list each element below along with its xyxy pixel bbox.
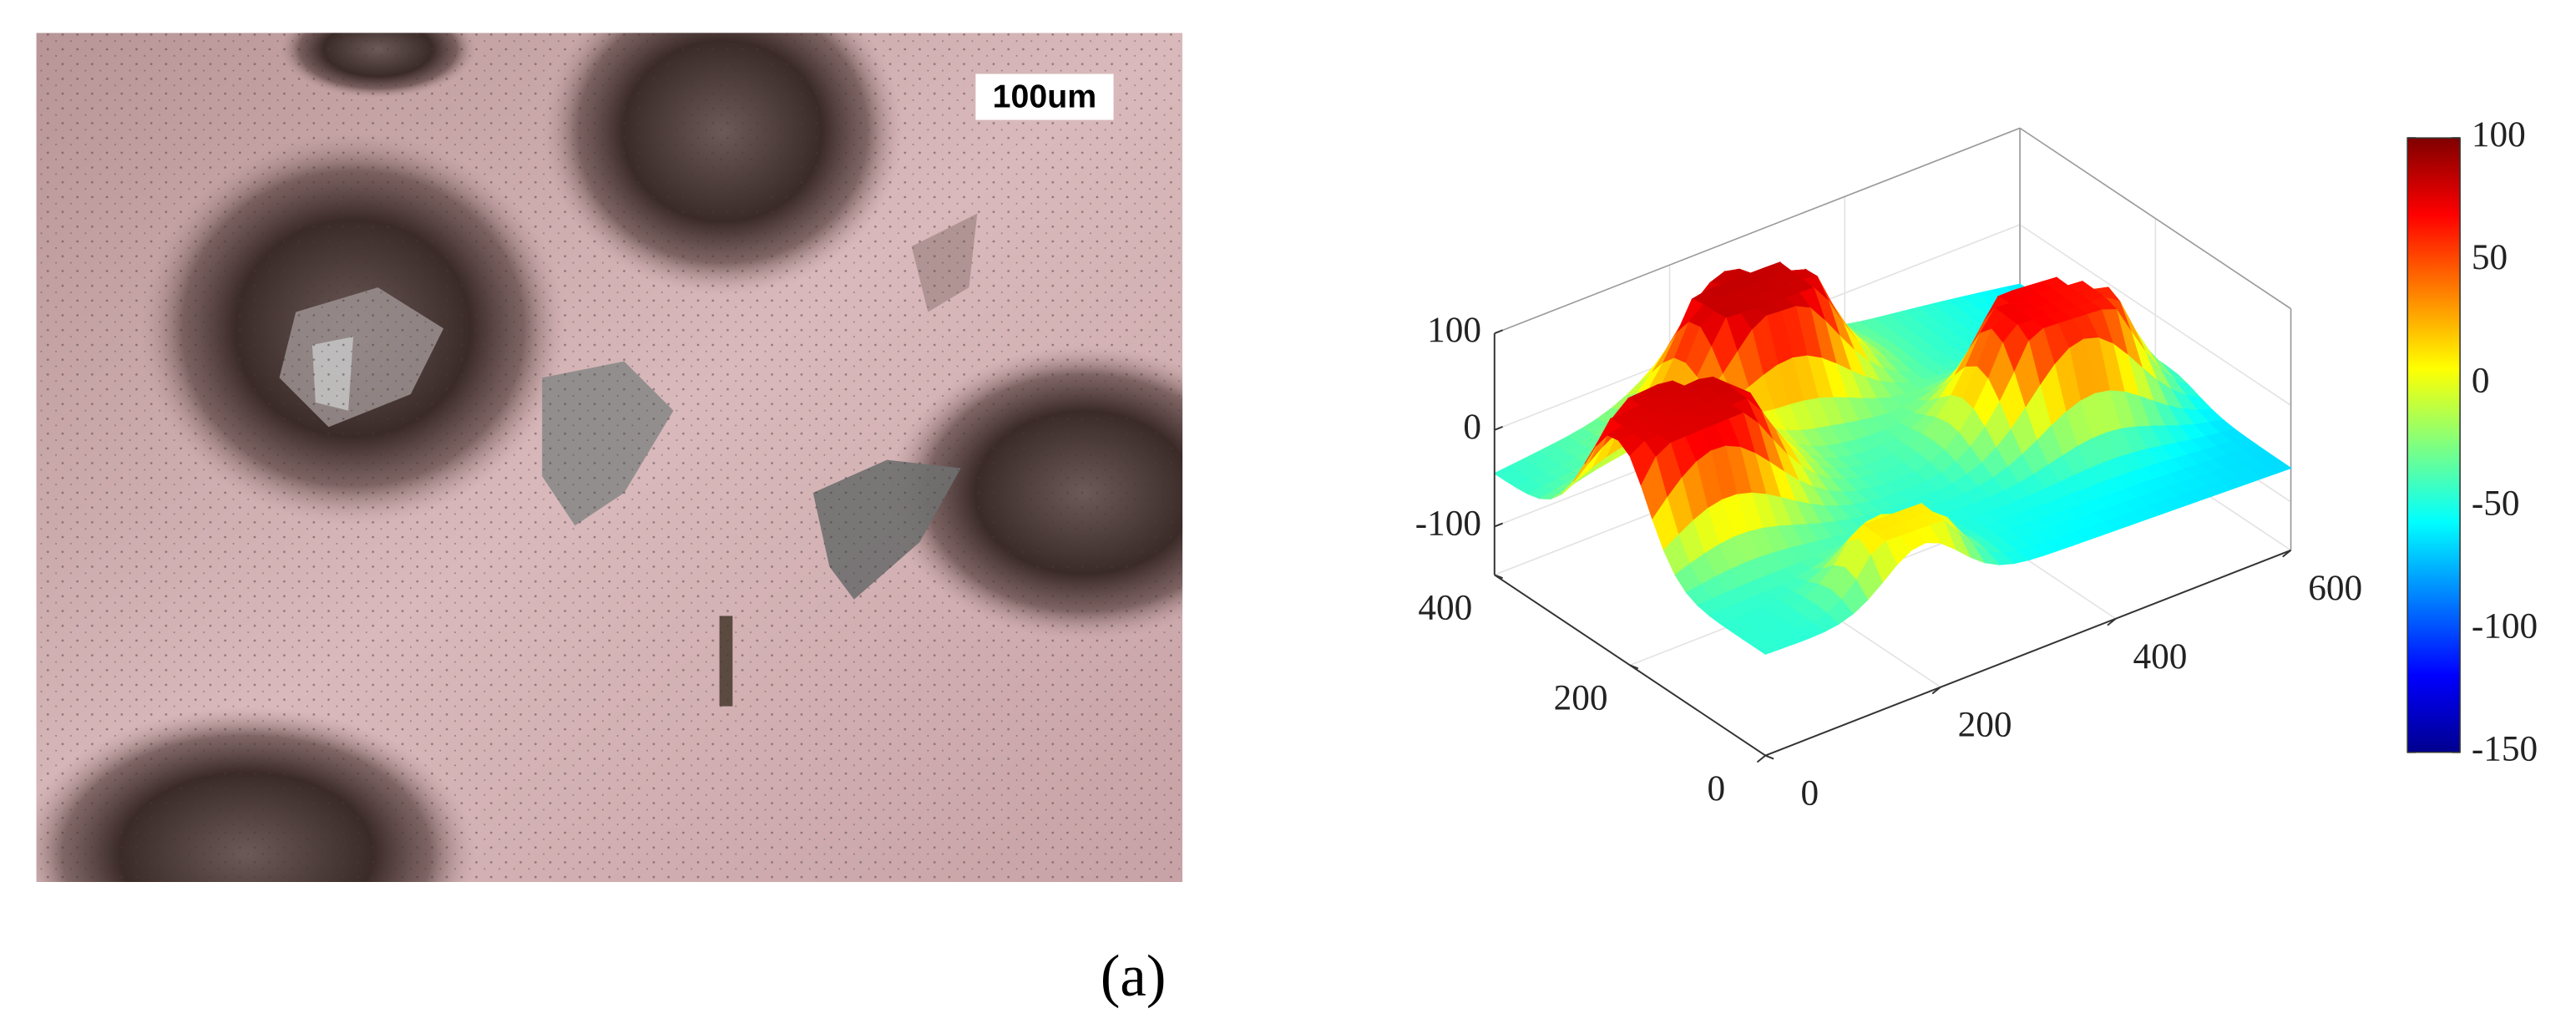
colorbar-tick-label: 0 bbox=[2472, 360, 2490, 400]
colorbar bbox=[2406, 137, 2461, 753]
figure-label: (a) bbox=[1101, 944, 1167, 1009]
x-tick-label: 200 bbox=[1958, 705, 2012, 745]
x-tick bbox=[1756, 754, 1766, 763]
x-tick-label: 0 bbox=[1801, 773, 1819, 814]
colorbar-tick-label: -50 bbox=[2472, 483, 2520, 523]
z-tick bbox=[1494, 425, 1503, 431]
x-tick bbox=[2282, 550, 2292, 558]
box-edge bbox=[1494, 127, 2021, 334]
z-tick bbox=[1494, 522, 1503, 528]
z-tick-label: -100 bbox=[1415, 503, 1481, 543]
y-tick-label: 0 bbox=[1707, 768, 1725, 808]
x-tick-label: 600 bbox=[2308, 568, 2362, 608]
colorbar-tick-label: -150 bbox=[2472, 729, 2538, 769]
x-axis bbox=[1764, 549, 2291, 757]
z-tick bbox=[1494, 329, 1503, 335]
z-tick-label: 100 bbox=[1427, 310, 1481, 350]
scale-label: 100um bbox=[993, 78, 1097, 114]
grid-line bbox=[2019, 224, 2291, 406]
y-tick-label: 400 bbox=[1418, 587, 1472, 627]
surface-patch bbox=[1753, 641, 1782, 655]
box-edge bbox=[2019, 127, 2291, 310]
z-tick-label: 0 bbox=[1463, 407, 1481, 447]
colorbar-tick-label: -100 bbox=[2472, 606, 2538, 646]
texture bbox=[36, 33, 1183, 883]
y-tick-label: 200 bbox=[1554, 678, 1608, 718]
micrograph: 100um bbox=[36, 33, 1183, 883]
scale-box bbox=[975, 73, 1114, 120]
x-tick-label: 400 bbox=[2133, 636, 2187, 677]
colorbar-tick-label: 100 bbox=[2472, 114, 2526, 155]
x-tick bbox=[2107, 617, 2117, 626]
surface-plot: 0 200 400 600 0 200 400 -100 0 100 -150 -100 -50 0 50 1… bbox=[1415, 114, 2538, 814]
y-tick bbox=[1764, 754, 1774, 760]
colorbar-tick-label: 50 bbox=[2472, 237, 2508, 277]
x-tick bbox=[1931, 686, 1941, 695]
y-tick bbox=[1629, 664, 1639, 670]
y-tick bbox=[1494, 574, 1503, 580]
